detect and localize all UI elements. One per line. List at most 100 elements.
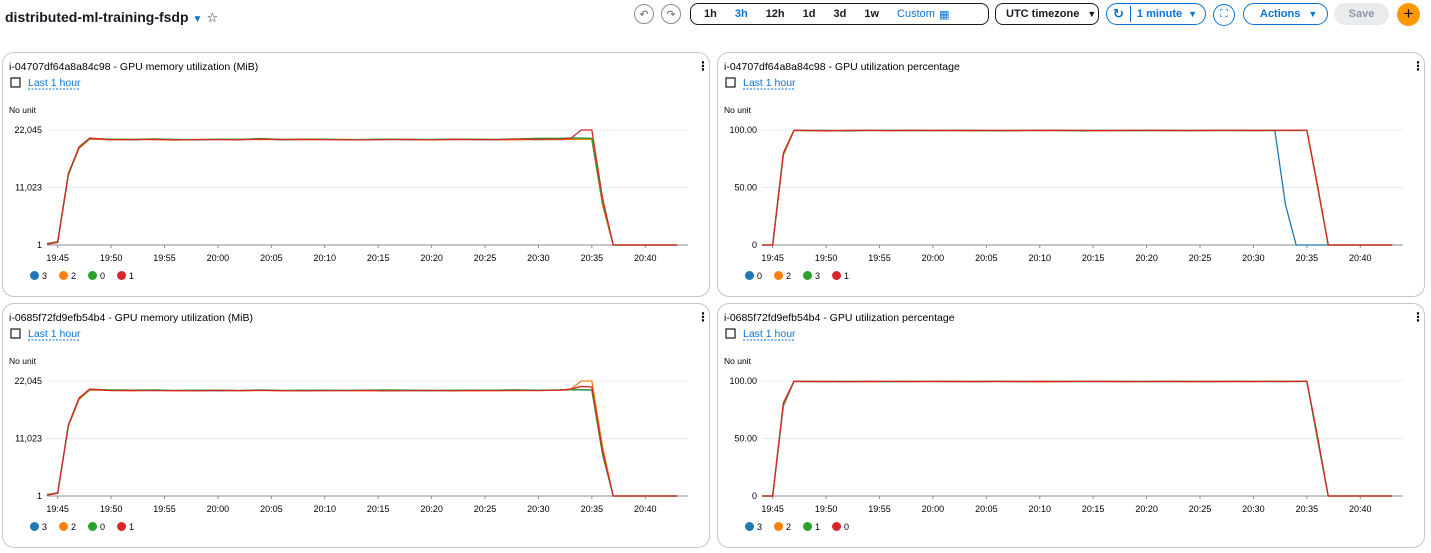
period-link[interactable]: Last 1 hour (28, 328, 81, 340)
legend-label[interactable]: 1 (129, 522, 134, 532)
y-tick-label: 22,045 (14, 125, 42, 135)
x-tick-label: 19:50 (815, 253, 838, 263)
widget-title: i-04707df64a8a84c98 - GPU memory utiliza… (9, 61, 258, 73)
legend-label[interactable]: 2 (71, 271, 76, 281)
period-link[interactable]: Last 1 hour (28, 77, 81, 89)
legend-label[interactable]: 3 (42, 522, 47, 532)
custom-range[interactable]: Custom (897, 8, 935, 20)
kebab-menu[interactable]: ⋮ (697, 59, 709, 73)
kebab-menu[interactable]: ⋮ (697, 310, 709, 324)
undo-button[interactable]: ↶ (634, 4, 654, 24)
legend-swatch[interactable] (88, 522, 98, 531)
x-tick-label: 19:45 (761, 504, 784, 514)
x-tick-label: 20:40 (1349, 253, 1372, 263)
dropdown-caret: ▼ (1188, 9, 1198, 19)
legend-swatch[interactable] (745, 522, 754, 531)
legend-swatch[interactable] (774, 271, 784, 280)
legend-swatch[interactable] (117, 271, 127, 280)
legend-swatch[interactable] (803, 522, 813, 531)
legend-swatch[interactable] (59, 271, 69, 280)
legend-swatch[interactable] (117, 522, 127, 531)
actions-label: Actions (1260, 8, 1301, 20)
x-tick-label: 20:15 (367, 504, 390, 514)
period-link[interactable]: Last 1 hour (743, 77, 796, 89)
series-line (46, 388, 678, 497)
time-range-button[interactable]: 3d (833, 8, 847, 20)
legend-label[interactable]: 3 (42, 271, 47, 281)
x-tick-label: 20:05 (260, 504, 283, 514)
x-tick-label: 20:20 (420, 253, 443, 263)
legend-label[interactable]: 3 (815, 271, 820, 281)
legend-label[interactable]: 1 (844, 271, 849, 281)
widget: i-0685f72fd9efb54b4 - GPU utilization pe… (717, 303, 1425, 548)
legend-swatch[interactable] (88, 271, 98, 280)
kebab-menu[interactable]: ⋮ (1412, 59, 1424, 73)
legend-label[interactable]: 2 (786, 271, 791, 281)
time-range-button[interactable]: 1h (704, 8, 717, 20)
refresh-button[interactable]: ↻ (1107, 6, 1131, 22)
x-tick-label: 20:30 (1242, 253, 1265, 263)
legend-swatch[interactable] (803, 271, 813, 280)
calendar-icon (725, 77, 736, 88)
timezone-select[interactable]: UTC timezone ▼ (995, 3, 1099, 25)
legend-swatch[interactable] (774, 522, 784, 531)
x-tick-label: 20:10 (314, 253, 337, 263)
legend-swatch[interactable] (745, 271, 754, 280)
legend-label[interactable]: 3 (757, 522, 762, 532)
x-tick-label: 20:15 (1082, 504, 1105, 514)
legend-label[interactable]: 0 (100, 522, 105, 532)
series-line (46, 137, 678, 246)
series-line (46, 129, 678, 246)
x-tick-label: 19:55 (868, 504, 891, 514)
series-line (46, 138, 678, 246)
series-line (46, 138, 678, 246)
x-tick-label: 20:00 (207, 253, 230, 263)
x-tick-label: 20:40 (1349, 504, 1372, 514)
add-widget-button[interactable]: + (1397, 3, 1420, 26)
refresh-interval[interactable]: 1 minute (1136, 8, 1183, 20)
x-tick-label: 20:20 (420, 504, 443, 514)
legend-swatch[interactable] (30, 271, 39, 280)
save-button[interactable]: Save (1334, 3, 1389, 25)
legend-label[interactable]: 0 (100, 271, 105, 281)
time-range-button[interactable]: 12h (765, 8, 785, 20)
calendar-icon[interactable]: ▦ (938, 8, 950, 21)
fullscreen-button[interactable]: ⛶ (1213, 4, 1235, 26)
legend-swatch[interactable] (30, 522, 39, 531)
actions-button[interactable]: Actions ▼ (1243, 3, 1328, 25)
calendar-icon (725, 328, 736, 339)
time-range-button[interactable]: 3h (734, 8, 748, 20)
x-tick-label: 19:45 (46, 253, 69, 263)
legend-swatch[interactable] (832, 271, 842, 280)
x-tick-label: 20:30 (527, 253, 550, 263)
widget-title: i-04707df64a8a84c98 - GPU utilization pe… (724, 61, 960, 73)
refresh-group[interactable]: ↻ 1 minute ▼ (1106, 3, 1206, 25)
favorite-star[interactable]: ☆ (206, 10, 219, 25)
widget-chart: i-0685f72fd9efb54b4 - GPU utilization pe… (724, 310, 1424, 532)
unit-label: No unit (9, 356, 37, 366)
kebab-menu[interactable]: ⋮ (1412, 310, 1424, 324)
legend-label[interactable]: 1 (815, 522, 820, 532)
legend-label[interactable]: 0 (757, 271, 762, 281)
legend-swatch[interactable] (59, 522, 69, 531)
x-tick-label: 20:35 (1296, 504, 1319, 514)
dropdown-caret: ▼ (1308, 9, 1318, 19)
legend-swatch[interactable] (832, 522, 842, 531)
x-tick-label: 20:25 (1189, 253, 1212, 263)
x-tick-label: 20:10 (1029, 504, 1052, 514)
x-tick-label: 20:15 (367, 253, 390, 263)
redo-button[interactable]: ↷ (661, 4, 681, 24)
legend-label[interactable]: 2 (786, 522, 791, 532)
x-tick-label: 20:40 (634, 504, 657, 514)
dropdown-caret[interactable]: ▼ (192, 14, 203, 25)
legend-label[interactable]: 2 (71, 522, 76, 532)
time-range-button[interactable]: 1d (802, 8, 816, 20)
legend-label[interactable]: 0 (844, 522, 849, 532)
time-range-button[interactable]: 1w (864, 8, 880, 20)
dropdown-caret: ▼ (1087, 9, 1097, 19)
legend-label[interactable]: 1 (129, 271, 134, 281)
period-link[interactable]: Last 1 hour (743, 328, 796, 340)
x-tick-label: 19:55 (868, 253, 891, 263)
x-tick-label: 20:05 (260, 253, 283, 263)
x-tick-label: 20:00 (207, 504, 230, 514)
